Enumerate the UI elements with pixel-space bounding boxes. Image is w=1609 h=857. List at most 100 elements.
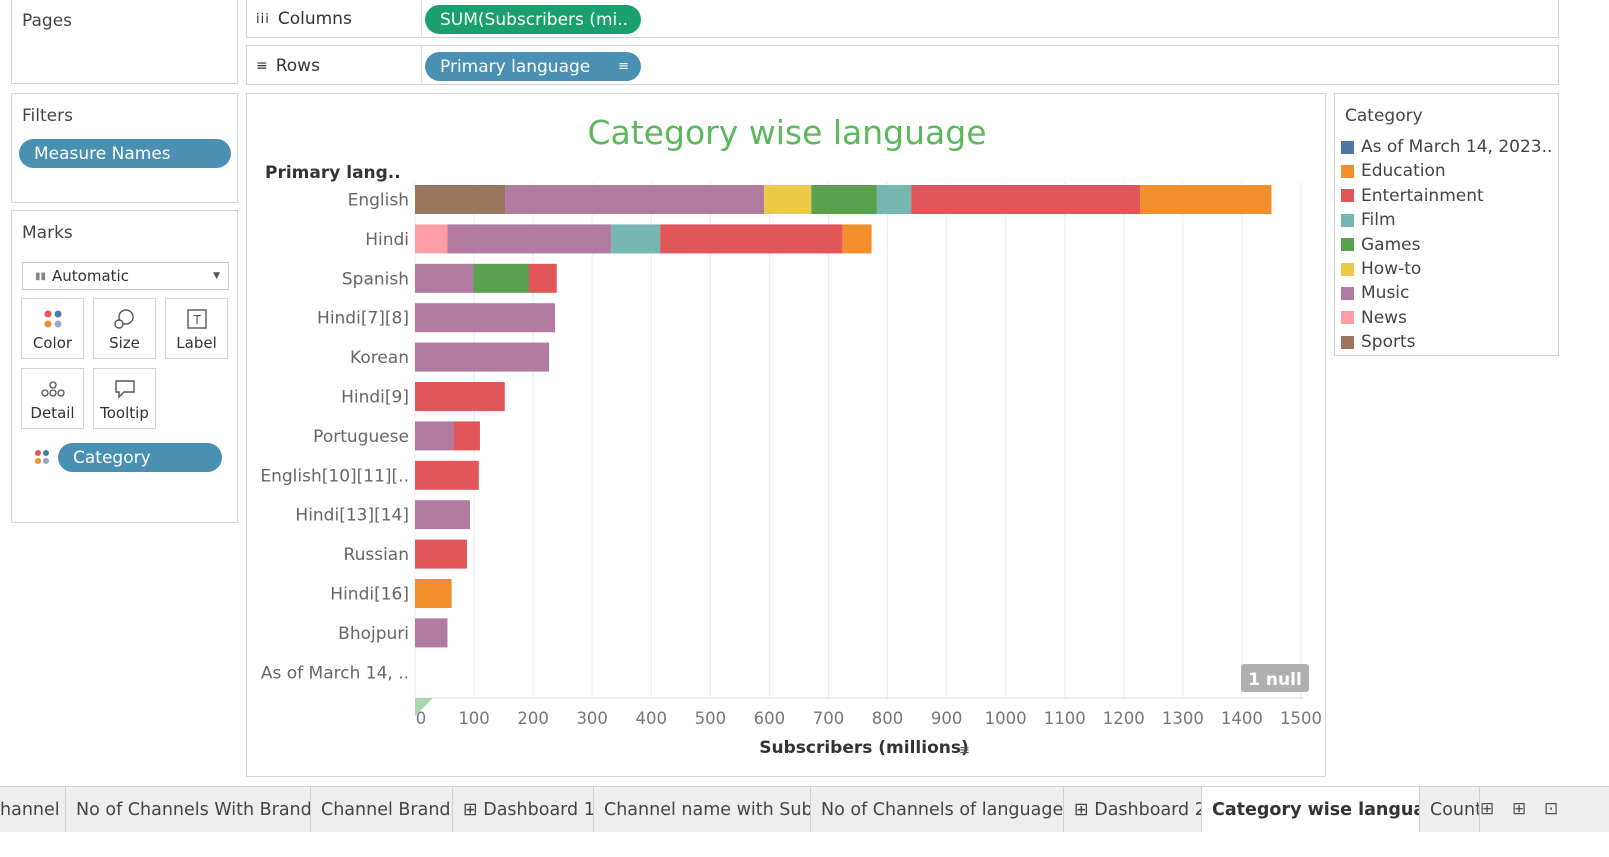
bar-segment[interactable] — [415, 618, 448, 648]
sheet-tab[interactable]: Count — [1420, 787, 1480, 833]
size-icon — [113, 308, 137, 334]
sheet-tab[interactable]: No of Channels With Brand — [66, 787, 311, 833]
color-icon — [42, 308, 64, 334]
legend-item[interactable]: Sports — [1341, 332, 1416, 352]
label-button[interactable]: T Label — [165, 298, 228, 359]
label-label: Label — [176, 334, 217, 352]
chevron-down-icon: ▼ — [213, 271, 220, 281]
row-label[interactable]: Russian — [344, 545, 409, 565]
rows-pill-label: Primary language — [440, 56, 591, 77]
row-label[interactable]: As of March 14, .. — [261, 663, 409, 683]
tooltip-button[interactable]: Tooltip — [93, 368, 156, 429]
sheet-tab[interactable]: Channel name with Sub — [594, 787, 811, 833]
mark-type-dropdown[interactable]: ▮▮ Automatic ▼ — [22, 262, 229, 290]
x-tick-label: 600 — [754, 709, 786, 728]
bar-segment[interactable] — [611, 224, 661, 254]
legend-swatch — [1341, 213, 1354, 227]
rows-label: Rows — [275, 56, 320, 76]
bar-segment[interactable] — [415, 303, 555, 333]
bar-segment[interactable] — [842, 224, 872, 254]
columns-label: Columns — [277, 9, 352, 29]
bar-segment[interactable] — [764, 185, 812, 214]
bar-segment[interactable] — [811, 185, 877, 214]
label-icon: T — [186, 308, 208, 334]
detail-button[interactable]: Detail — [21, 368, 84, 429]
bar-segment[interactable] — [415, 460, 479, 490]
x-tick-label: 1400 — [1221, 709, 1263, 728]
bar-segment[interactable] — [415, 382, 505, 411]
bar-segment[interactable] — [505, 185, 765, 214]
bar-segment[interactable] — [876, 185, 912, 214]
legend-item[interactable]: As of March 14, 2023.. — [1341, 137, 1552, 157]
size-button[interactable]: Size — [93, 298, 156, 359]
legend-title: Category — [1345, 106, 1423, 126]
legend-item[interactable]: Education — [1341, 161, 1446, 181]
legend-swatch — [1341, 311, 1354, 325]
new-dashboard-icon[interactable]: ⊞ — [1512, 799, 1527, 819]
row-label[interactable]: Bhojpuri — [338, 624, 409, 644]
row-label[interactable]: Hindi[13][14] — [295, 506, 409, 526]
sheet-tab[interactable]: ⊞ Dashboard 1 — [453, 787, 594, 833]
bar-segment[interactable] — [415, 224, 448, 254]
sheet-tab[interactable]: No of Channels of language — [811, 787, 1064, 833]
bar-segment[interactable] — [528, 263, 557, 293]
row-header[interactable]: Primary lang.. — [265, 163, 401, 183]
bar-segment[interactable] — [660, 224, 843, 254]
bar-segment[interactable] — [415, 500, 470, 530]
mark-type-label: Automatic — [52, 267, 129, 285]
legend-swatch — [1341, 189, 1354, 203]
sheet-tab[interactable]: Category wise language — [1202, 787, 1420, 833]
x-tick-label: 1200 — [1103, 709, 1145, 728]
legend-label: Music — [1361, 283, 1410, 304]
legend-swatch — [1341, 335, 1354, 349]
bar-segment[interactable] — [473, 263, 529, 293]
bar-segment[interactable] — [447, 224, 612, 254]
legend-item[interactable]: How-to — [1341, 259, 1421, 279]
row-label[interactable]: Korean — [350, 348, 409, 368]
legend-item[interactable]: Music — [1341, 283, 1409, 303]
rows-pill[interactable]: Primary language ≡ — [425, 52, 641, 81]
bar-segment[interactable] — [415, 342, 550, 372]
color-button[interactable]: Color — [21, 298, 84, 359]
color-label: Color — [32, 334, 73, 352]
columns-divider — [421, 0, 422, 37]
legend-label: Education — [1361, 161, 1446, 182]
bar-segment[interactable] — [415, 579, 452, 608]
x-axis-title[interactable]: Subscribers (millions) — [759, 738, 969, 758]
legend-swatch — [1341, 286, 1354, 300]
row-label[interactable]: Hindi — [365, 230, 409, 250]
x-tick-label: 1100 — [1044, 709, 1086, 728]
chart-panel: Category wise language Primary lang.. En… — [246, 93, 1326, 777]
columns-pill[interactable]: SUM(Subscribers (mi.. — [425, 5, 641, 34]
new-story-icon[interactable]: ⊡ — [1544, 799, 1559, 819]
row-label[interactable]: Portuguese — [313, 427, 409, 447]
bar-segment[interactable] — [453, 421, 480, 451]
measure-names-pill[interactable]: Measure Names — [19, 139, 231, 168]
row-label[interactable]: Spanish — [342, 269, 409, 289]
row-label[interactable]: English[10][11][.. — [260, 466, 409, 486]
row-label[interactable]: Hindi[7][8] — [317, 309, 409, 329]
columns-label-wrap: iii Columns — [256, 0, 352, 39]
bar-segment[interactable] — [911, 185, 1141, 214]
legend-item[interactable]: Games — [1341, 235, 1420, 255]
null-badge[interactable]: 1 null — [1241, 664, 1309, 692]
bar-segment[interactable] — [415, 185, 506, 214]
legend-item[interactable]: Film — [1341, 210, 1396, 230]
new-worksheet-icon[interactable]: ⊞ — [1480, 799, 1495, 819]
bar-segment[interactable] — [1140, 185, 1272, 214]
bar-segment[interactable] — [415, 263, 474, 293]
row-label[interactable]: Hindi[16] — [330, 585, 409, 605]
legend-panel: Category As of March 14, 2023.. Education… — [1334, 93, 1559, 356]
sheet-tab[interactable]: ⊞ Dashboard 2 — [1064, 787, 1202, 833]
row-label[interactable]: Hindi[9] — [341, 388, 409, 408]
legend-item[interactable]: Entertainment — [1341, 186, 1484, 206]
legend-item[interactable]: News — [1341, 308, 1407, 328]
row-label[interactable]: English — [348, 191, 409, 211]
bar-segment[interactable] — [415, 421, 454, 451]
bar-segment[interactable] — [415, 539, 467, 569]
sheet-tab[interactable]: Channel Brand — [311, 787, 453, 833]
marks-panel: Marks ▮▮ Automatic ▼ Color Size T Label … — [11, 210, 238, 523]
sheet-tab[interactable]: hannel — [0, 787, 66, 833]
x-tick-label: 200 — [517, 709, 549, 728]
category-pill[interactable]: Category — [58, 443, 222, 472]
